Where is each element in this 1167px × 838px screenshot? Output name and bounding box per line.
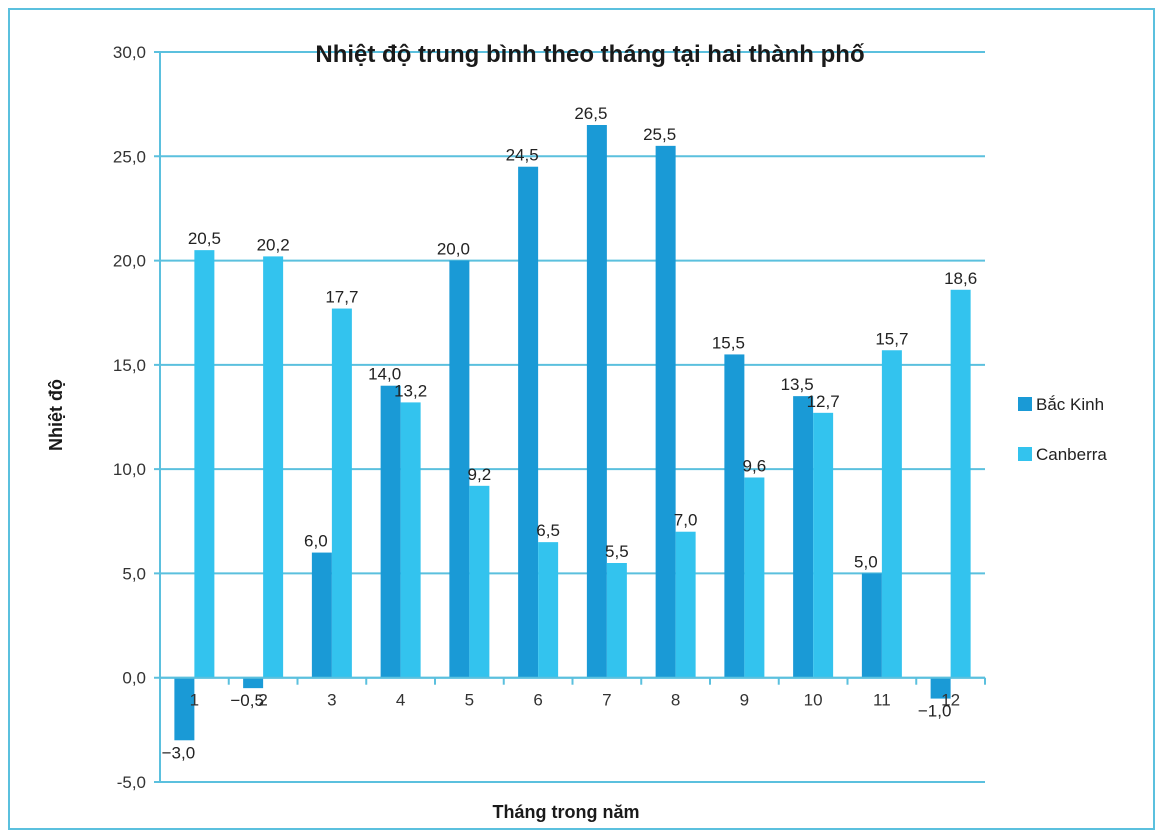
chart-title: Nhiệt độ trung bình theo tháng tại hai t… (315, 41, 864, 68)
data-labels: −3,020,5−0,520,26,017,714,013,220,09,224… (162, 104, 978, 762)
data-label: 17,7 (325, 288, 358, 307)
bar-canberra (950, 289, 971, 678)
legend-swatch (1018, 397, 1032, 411)
bar-bac-kinh (174, 677, 195, 741)
bar-bac-kinh (861, 573, 882, 678)
y-tick-label: 5,0 (122, 564, 146, 583)
y-tick-label: 0,0 (122, 669, 146, 688)
x-tick-label: 9 (740, 691, 749, 710)
data-label: 14,0 (368, 365, 401, 384)
bar-canberra (744, 477, 765, 678)
data-label: 20,0 (437, 240, 470, 259)
x-axis: 1 2 3 4 5 6 7 8 9 10 11 12 (159, 52, 986, 782)
y-tick-label: 25,0 (113, 147, 146, 166)
legend-label: Bắc Kinh (1036, 395, 1104, 414)
x-tick-label: 3 (327, 691, 336, 710)
bar-canberra (813, 412, 834, 678)
data-label: 6,0 (304, 532, 328, 551)
bar-canberra (469, 485, 490, 678)
y-tick-label: 10,0 (113, 460, 146, 479)
bar-canberra (263, 256, 284, 678)
data-label: 13,2 (394, 381, 427, 400)
legend-label: Canberra (1036, 445, 1107, 464)
bar-canberra (400, 402, 421, 678)
data-label: 20,5 (188, 229, 221, 248)
bar-bac-kinh (449, 260, 470, 678)
bar-bac-kinh (655, 145, 676, 678)
y-tick-label: 20,0 (113, 252, 146, 271)
legend-swatch (1018, 447, 1032, 461)
bar-canberra (881, 350, 902, 678)
bar-bac-kinh (930, 677, 951, 699)
data-label: 6,5 (536, 521, 560, 540)
data-label: −0,5 (230, 691, 264, 710)
data-label: 9,6 (743, 456, 767, 475)
y-tick-label: -5,0 (117, 773, 146, 792)
y-axis-title: Nhiệt độ (46, 379, 66, 451)
x-tick-label: 1 (190, 691, 199, 710)
data-label: 18,6 (944, 269, 977, 288)
data-label: 24,5 (506, 146, 539, 165)
data-label: 7,0 (674, 511, 698, 530)
data-label: 15,7 (875, 329, 908, 348)
bar-bac-kinh (793, 396, 814, 678)
bar-canberra (606, 563, 627, 678)
y-axis-ticks: -5,0 0,0 5,0 10,0 15,0 20,0 25,0 30,0 (113, 43, 146, 792)
data-label: 5,5 (605, 542, 629, 561)
x-tick-label: 11 (873, 691, 891, 710)
bar-bac-kinh (243, 677, 264, 689)
x-tick-label: 8 (671, 691, 680, 710)
x-tick-label: 7 (602, 691, 611, 710)
data-label: −1,0 (918, 702, 952, 721)
data-label: 25,5 (643, 125, 676, 144)
x-tick-label: 2 (258, 691, 267, 710)
data-label: 20,2 (257, 235, 290, 254)
bar-canberra (538, 542, 559, 678)
x-tick-label: 6 (533, 691, 542, 710)
bar-canberra (331, 308, 352, 678)
bar-bac-kinh (518, 166, 539, 678)
bar-bac-kinh (586, 125, 607, 678)
data-label: 5,0 (854, 552, 878, 571)
data-label: 12,7 (807, 392, 840, 411)
legend: Bắc Kinh Canberra (1018, 395, 1107, 464)
bar-canberra (194, 250, 215, 678)
bars (174, 125, 971, 741)
data-label: 15,5 (712, 333, 745, 352)
bar-bac-kinh (724, 354, 745, 678)
x-axis-title: Tháng trong năm (493, 802, 640, 822)
x-tick-label: 5 (465, 691, 474, 710)
data-label: 9,2 (468, 465, 492, 484)
bar-canberra (675, 531, 696, 678)
x-tick-label: 12 (941, 691, 960, 710)
x-tick-label: 10 (804, 691, 823, 710)
bar-bac-kinh (311, 552, 332, 678)
data-label: −3,0 (162, 743, 196, 762)
y-tick-label: 30,0 (113, 43, 146, 62)
data-label: 26,5 (574, 104, 607, 123)
y-tick-label: 15,0 (113, 356, 146, 375)
bar-bac-kinh (380, 385, 401, 678)
x-tick-label: 4 (396, 691, 405, 710)
data-label: 13,5 (781, 375, 814, 394)
